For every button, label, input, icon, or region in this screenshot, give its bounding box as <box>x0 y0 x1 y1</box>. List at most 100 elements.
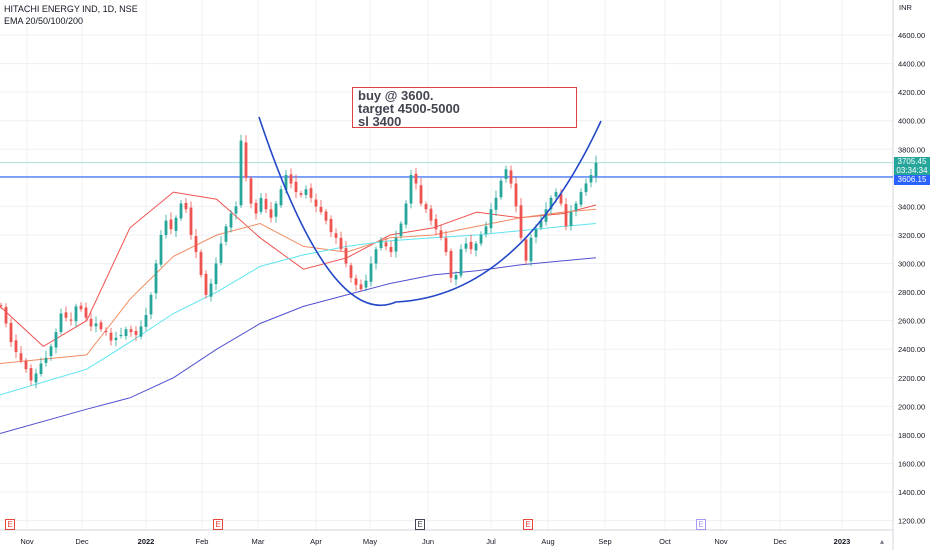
candle-body <box>169 219 173 230</box>
x-tick-label: Jul <box>486 537 496 546</box>
candle-body <box>364 280 368 288</box>
candle-body <box>104 330 108 333</box>
candle-body <box>549 197 553 210</box>
candle-body <box>194 236 198 253</box>
candle-body <box>139 326 143 337</box>
x-tick-label: Nov <box>20 537 34 546</box>
upcoming-earnings-icon[interactable]: E <box>696 519 706 530</box>
y-tick-label: 4000.00 <box>898 117 925 126</box>
candle-body <box>264 198 268 210</box>
bar-countdown: 03:34:34 <box>896 166 928 175</box>
ema-lines <box>0 191 597 434</box>
earnings-event-icon[interactable]: E <box>523 519 533 530</box>
candle-body <box>14 340 18 353</box>
y-tick-label: 3200.00 <box>898 231 925 240</box>
y-tick-label: 3000.00 <box>898 260 925 269</box>
candle-body <box>304 189 308 195</box>
candle-body <box>4 306 8 324</box>
candle-body <box>449 250 453 278</box>
candle-body <box>224 226 228 242</box>
candle-body <box>369 263 373 282</box>
x-tick-label: Oct <box>659 537 672 546</box>
y-tick-label: 2200.00 <box>898 374 925 383</box>
candle-body <box>454 274 458 280</box>
candle-body <box>524 239 528 261</box>
ema-20-line <box>0 191 597 348</box>
candle-body <box>329 218 333 233</box>
earnings-event-icon[interactable]: E <box>415 519 425 530</box>
candle-body <box>584 183 588 193</box>
trend-drawings[interactable] <box>258 116 602 307</box>
earnings-event-icon[interactable]: E <box>5 519 15 530</box>
last-price-tag: 3705.45 03:34:34 <box>894 157 930 176</box>
candle-body <box>99 322 103 330</box>
y-tick-label: 3800.00 <box>898 145 925 154</box>
candle-body <box>154 263 158 294</box>
candle-body <box>124 329 128 337</box>
y-tick-label: 1200.00 <box>898 517 925 526</box>
legend-indicator[interactable]: EMA 20/50/100/200 <box>4 16 84 26</box>
scale-settings-icon[interactable]: ▴ <box>880 537 885 546</box>
candle-body <box>54 332 58 348</box>
candle-body <box>499 180 503 198</box>
y-tick-label: 2600.00 <box>898 317 925 326</box>
candle-body <box>579 192 583 205</box>
candle-body <box>424 204 428 210</box>
x-tick-label: Dec <box>75 537 89 546</box>
candle-body <box>479 234 483 244</box>
candle-body <box>514 183 518 207</box>
note-target: target 4500-5000 <box>358 101 460 116</box>
candle-body <box>344 248 348 264</box>
x-tick-label: 2023 <box>834 537 851 546</box>
candle-body <box>559 193 563 204</box>
candle-body <box>129 329 133 333</box>
note-stoploss: sl 3400 <box>358 114 402 129</box>
candle-body <box>234 206 238 214</box>
candle-body <box>254 202 258 214</box>
candle-body <box>94 323 98 327</box>
y-tick-label: 2400.00 <box>898 345 925 354</box>
candle-body <box>59 313 63 333</box>
candle-body <box>109 332 113 341</box>
candle-body <box>189 207 193 235</box>
candle-body <box>374 249 378 264</box>
candle-body <box>569 212 573 226</box>
candle-body <box>469 241 473 250</box>
trade-note[interactable]: buy @ 3600. target 4500-5000 sl 3400 <box>352 87 577 128</box>
candle-body <box>84 307 88 318</box>
candle-body <box>49 346 53 357</box>
candle-body <box>249 178 253 204</box>
y-tick-label: 3400.00 <box>898 202 925 211</box>
candle-body <box>229 213 233 228</box>
x-tick-label: Feb <box>196 537 209 546</box>
candle-body <box>309 188 313 198</box>
legend-symbol[interactable]: HITACHI ENERGY IND, 1D, NSE <box>4 4 138 14</box>
candle-body <box>439 230 443 238</box>
candle-body <box>159 234 163 265</box>
candle-body <box>554 192 558 197</box>
candle-body <box>589 174 593 183</box>
candle-body <box>29 368 33 381</box>
candle-body <box>269 209 273 218</box>
candle-body <box>244 142 248 178</box>
candle-body <box>0 305 3 307</box>
candle-body <box>279 189 283 206</box>
candle-body <box>19 353 23 361</box>
candle-body <box>119 334 123 337</box>
candle-body <box>9 322 13 343</box>
candle-body <box>464 243 468 249</box>
candle-body <box>69 319 73 321</box>
candle-body <box>34 373 38 383</box>
candle-body <box>209 283 213 297</box>
last-price: 3705.45 <box>897 157 927 166</box>
y-tick-label: 1800.00 <box>898 431 925 440</box>
candle-body <box>24 360 28 370</box>
candle-body <box>429 208 433 221</box>
candle-body <box>489 209 493 229</box>
earnings-event-icon[interactable]: E <box>213 519 223 530</box>
candles <box>0 134 598 389</box>
x-tick-label: 2022 <box>138 537 155 546</box>
chart-legend: HITACHI ENERGY IND, 1D, NSE EMA 20/50/10… <box>4 3 138 27</box>
